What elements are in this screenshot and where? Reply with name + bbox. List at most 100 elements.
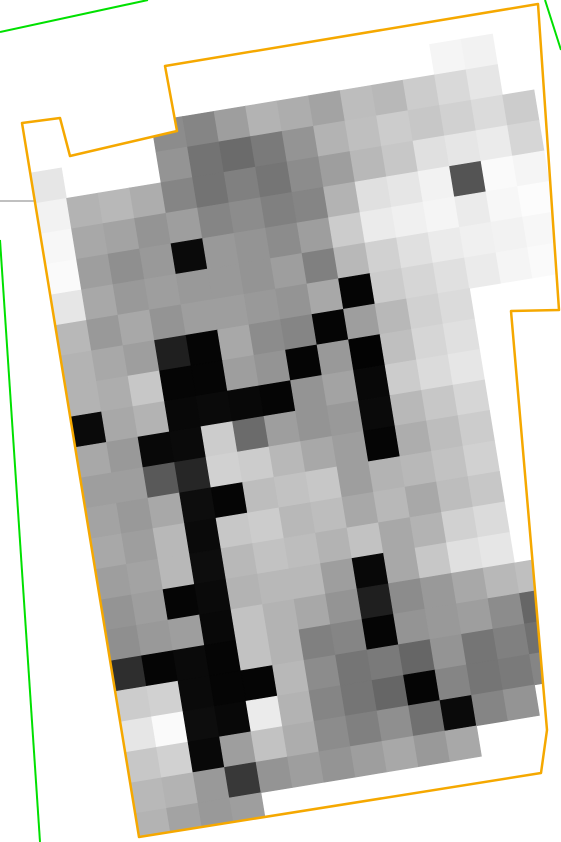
raster-cell — [444, 130, 482, 167]
raster-cell — [175, 268, 213, 306]
raster-cell — [169, 426, 207, 463]
raster-cell — [427, 227, 465, 264]
raster-cell — [351, 552, 389, 590]
raster-cell — [252, 537, 290, 575]
raster-cell — [101, 406, 139, 443]
raster-cell — [364, 237, 402, 274]
raster-cell — [243, 288, 281, 326]
raster-cell — [76, 253, 114, 291]
raster-cell — [346, 522, 384, 559]
raster-cell — [436, 476, 474, 513]
raster-cell — [190, 360, 228, 397]
raster-cell — [132, 401, 170, 438]
raster-cell — [245, 100, 283, 137]
raster-cell — [137, 431, 175, 468]
boundary-line-top — [0, 0, 149, 33]
raster-cell — [384, 359, 422, 396]
raster-cell — [298, 624, 336, 661]
raster-cell — [240, 665, 278, 702]
raster-cell — [291, 186, 329, 224]
raster-cell — [310, 497, 348, 534]
raster-cell — [408, 700, 446, 737]
raster-cell — [331, 430, 369, 468]
raster-cell — [219, 731, 257, 768]
raster-cell — [480, 155, 518, 193]
raster-cell — [293, 593, 331, 631]
raster-cell — [202, 232, 240, 270]
raster-cell — [431, 445, 469, 483]
raster-cell — [350, 741, 388, 778]
raster-cell — [345, 710, 383, 747]
raster-cell — [233, 227, 271, 265]
raster-cell — [238, 258, 276, 295]
raster-cell — [434, 69, 472, 106]
raster-cell — [313, 120, 351, 158]
raster-cell — [393, 608, 431, 646]
raster-cell — [282, 720, 320, 758]
raster-cell — [414, 542, 452, 579]
raster-cell — [111, 467, 149, 504]
raster-cell — [247, 507, 285, 544]
raster-cell — [318, 151, 356, 188]
raster-cell — [286, 156, 324, 193]
raster-cell — [421, 384, 459, 422]
raster-cell — [459, 221, 497, 259]
raster-cell — [86, 314, 124, 352]
raster-cell — [212, 293, 250, 331]
raster-cell — [151, 711, 189, 748]
raster-cell — [373, 486, 411, 524]
raster-cell — [107, 248, 145, 285]
raster-cell — [487, 593, 525, 630]
raster-cell — [344, 115, 382, 152]
raster-cell — [280, 314, 318, 351]
raster-cell — [321, 369, 359, 407]
raster-cell — [146, 680, 184, 718]
raster-cell — [197, 202, 235, 239]
raster-cell — [290, 375, 328, 412]
raster-cell — [262, 598, 300, 636]
raster-cell — [277, 690, 315, 727]
raster-cell — [228, 197, 266, 234]
parcel-outline[interactable] — [20, 2, 561, 839]
raster-cell — [383, 547, 421, 585]
raster-cell — [255, 756, 293, 794]
raster-cell — [348, 334, 386, 371]
raster-cell — [379, 328, 417, 366]
raster-cell — [325, 588, 363, 625]
raster-cell — [401, 262, 439, 300]
raster-cell — [129, 182, 167, 219]
raster-cell — [363, 425, 401, 463]
raster-cell — [419, 572, 457, 610]
raster-cell — [195, 390, 233, 428]
raster-cell — [464, 252, 502, 289]
raster-cell — [267, 629, 305, 666]
raster-cell — [361, 613, 399, 651]
raster-cell — [402, 74, 440, 111]
raster-cell — [434, 664, 472, 701]
raster-cell — [199, 609, 237, 646]
raster-cell — [237, 446, 275, 483]
raster-cell — [465, 64, 503, 101]
raster-cell — [391, 201, 429, 239]
raster-cell — [475, 125, 513, 162]
raster-cell — [381, 735, 419, 773]
raster-cell — [230, 604, 268, 641]
raster-cell — [268, 441, 306, 478]
raster-cell — [394, 420, 432, 457]
raster-cell — [444, 725, 482, 762]
raster-cell — [281, 125, 319, 163]
raster-cell — [366, 644, 404, 681]
raster-cell — [217, 324, 255, 361]
raster-cell — [250, 131, 288, 168]
raster-cell — [467, 471, 505, 508]
raster-cell — [149, 304, 187, 341]
raster-cell — [311, 308, 349, 346]
raster-cell — [270, 253, 308, 290]
raster-cell — [472, 501, 510, 538]
raster-cell — [429, 633, 467, 671]
raster-cell — [303, 654, 341, 692]
raster-cell — [273, 471, 311, 509]
raster-cell — [305, 466, 343, 503]
raster-cell — [471, 689, 509, 727]
